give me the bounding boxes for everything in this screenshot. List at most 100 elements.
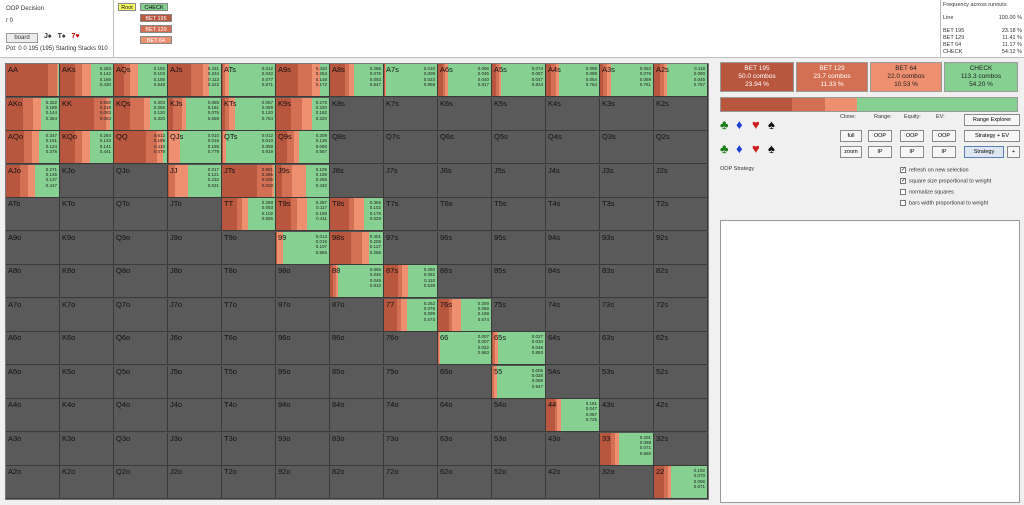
hand-cell-JTo[interactable]: JTo [168, 198, 222, 231]
hand-cell-83o[interactable]: 83o [330, 432, 384, 466]
hand-cell-J4s[interactable]: J4s [546, 164, 600, 198]
hand-cell-T4s[interactable]: T4s [546, 198, 600, 231]
hand-cell-Q3o[interactable]: Q3o [114, 432, 168, 466]
hand-cell-Q8s[interactable]: Q8s [330, 131, 384, 164]
club-icon[interactable]: ♣ [720, 117, 729, 132]
hand-cell-AA[interactable]: AA [6, 64, 60, 97]
hand-cell-QTs[interactable]: 0.012 0.010 0.059 0.919 QTs [222, 131, 276, 164]
hand-cell-Q5o[interactable]: Q5o [114, 365, 168, 399]
hand-cell-K3o[interactable]: K3o [60, 432, 114, 466]
hand-cell-96s[interactable]: 96s [438, 231, 492, 265]
hand-cell-A8o[interactable]: A8o [6, 265, 60, 298]
hand-cell-J7o[interactable]: J7o [168, 298, 222, 332]
hand-cell-Q2s[interactable]: Q2s [654, 131, 708, 164]
hand-cell-52s[interactable]: 52s [654, 365, 708, 399]
hand-cell-KQo[interactable]: 0.284 0.133 0.141 0.441 KQo [60, 131, 114, 164]
hand-cell-J4o[interactable]: J4o [168, 399, 222, 432]
hand-cell-AJs[interactable]: 0.431 0.234 0.113 0.222 AJs [168, 64, 222, 97]
range-ip-button[interactable]: IP [868, 146, 892, 158]
hand-cell-77[interactable]: 0.252 0.076 0.099 0.573 77 [384, 298, 438, 332]
action-summary-bet195[interactable]: BET 195 50.0 combos 23.94 % [720, 62, 794, 92]
refresh-on-selection-checkbox[interactable]: ✓ refresh on new selection [900, 167, 969, 173]
hand-cell-94s[interactable]: 94s [546, 231, 600, 265]
hand-cell-T6o[interactable]: T6o [222, 332, 276, 365]
hand-cell-83s[interactable]: 83s [600, 265, 654, 298]
hand-cell-84s[interactable]: 84s [546, 265, 600, 298]
hand-cell-92s[interactable]: 92s [654, 231, 708, 265]
spade-icon[interactable]: ♠ [768, 141, 775, 156]
hand-cell-K6s[interactable]: K6s [438, 97, 492, 131]
equity-oop-button[interactable]: OOP [900, 130, 924, 142]
hand-cell-A2o[interactable]: A2o [6, 466, 60, 499]
hand-cell-A5o[interactable]: A5o [6, 365, 60, 399]
checkbox-box[interactable]: ✓ [900, 178, 907, 184]
hand-cell-ATo[interactable]: ATo [6, 198, 60, 231]
hand-cell-87o[interactable]: 87o [330, 298, 384, 332]
hand-cell-98s[interactable]: 0.401 0.206 0.127 0.266 98s [330, 231, 384, 265]
heart-icon[interactable]: ♥ [752, 141, 760, 156]
hand-cell-Q6o[interactable]: Q6o [114, 332, 168, 365]
hand-cell-T5o[interactable]: T5o [222, 365, 276, 399]
hand-cell-K7o[interactable]: K7o [60, 298, 114, 332]
hand-cell-J7s[interactable]: J7s [384, 164, 438, 198]
hand-cell-KTo[interactable]: KTo [60, 198, 114, 231]
hand-cell-J9o[interactable]: J9o [168, 231, 222, 265]
tree-bet64-node[interactable]: BET 64 [140, 36, 172, 44]
hand-cell-J5s[interactable]: J5s [492, 164, 546, 198]
hand-cell-A3o[interactable]: A3o [6, 432, 60, 466]
hand-cell-54o[interactable]: 54o [492, 399, 546, 432]
hand-cell-65o[interactable]: 65o [438, 365, 492, 399]
hand-cell-T3o[interactable]: T3o [222, 432, 276, 466]
hand-cell-K9o[interactable]: K9o [60, 231, 114, 265]
hand-cell-Q2o[interactable]: Q2o [114, 466, 168, 499]
hand-cell-96o[interactable]: 96o [276, 332, 330, 365]
spade-icon[interactable]: ♠ [768, 117, 775, 132]
hand-cell-Q8o[interactable]: Q8o [114, 265, 168, 298]
hand-cell-63s[interactable]: 63s [600, 332, 654, 365]
hand-cell-J9s[interactable]: 0.105 0.189 0.268 0.432 J9s [276, 164, 330, 198]
hand-cell-93o[interactable]: 93o [276, 432, 330, 466]
hand-cell-J8o[interactable]: J8o [168, 265, 222, 298]
action-summary-bet129[interactable]: BET 129 23.7 combos 11.33 % [796, 62, 868, 92]
strategy-ev-button[interactable]: Strategy + EV [964, 130, 1020, 142]
hand-cell-54s[interactable]: 54s [546, 365, 600, 399]
hand-cell-Q4s[interactable]: Q4s [546, 131, 600, 164]
hand-cell-53s[interactable]: 53s [600, 365, 654, 399]
hand-cell-87s[interactable]: 0.260 0.082 0.110 0.538 87s [384, 265, 438, 298]
equity-ip-button[interactable]: IP [900, 146, 924, 158]
hand-cell-Q9s[interactable]: 0.209 0.136 0.098 0.567 Q9s [276, 131, 330, 164]
hand-cell-A7s[interactable]: 0.010 0.009 0.023 0.958 A7s [384, 64, 438, 97]
hand-cell-ATs[interactable]: 0.012 0.042 0.077 0.871 ATs [222, 64, 276, 97]
hand-cell-42s[interactable]: 42s [654, 399, 708, 432]
hand-cell-K8s[interactable]: K8s [330, 97, 384, 131]
hand-cell-A6o[interactable]: A6o [6, 332, 60, 365]
hand-cell-32s[interactable]: 32s [654, 432, 708, 466]
hand-cell-74o[interactable]: 74o [384, 399, 438, 432]
hand-cell-33[interactable]: 0.201 0.088 0.071 0.660 33 [600, 432, 654, 466]
hand-cell-95s[interactable]: 95s [492, 231, 546, 265]
hand-cell-AJo[interactable]: 0.271 0.145 0.137 0.447 AJo [6, 164, 60, 198]
hand-cell-KJs[interactable]: 0.085 0.181 0.075 0.659 KJs [168, 97, 222, 131]
hand-cell-42o[interactable]: 42o [546, 466, 600, 499]
hand-cell-Q7o[interactable]: Q7o [114, 298, 168, 332]
hand-cell-T8s[interactable]: 0.356 0.102 0.176 0.628 T8s [330, 198, 384, 231]
tree-bet195-node[interactable]: BET 195 [140, 14, 172, 22]
hand-cell-63o[interactable]: 63o [438, 432, 492, 466]
hand-cell-K8o[interactable]: K8o [60, 265, 114, 298]
hand-cell-T7s[interactable]: T7s [384, 198, 438, 231]
hand-cell-84o[interactable]: 84o [330, 399, 384, 432]
bars-width-checkbox[interactable]: bars width proportional to weight [900, 200, 988, 206]
hand-cell-K2s[interactable]: K2s [654, 97, 708, 131]
hand-cell-TT[interactable]: 0.288 0.093 0.102 0.595 TT [222, 198, 276, 231]
hand-cell-43o[interactable]: 43o [546, 432, 600, 466]
hand-cell-97s[interactable]: 97s [384, 231, 438, 265]
hand-cell-44[interactable]: 0.161 0.047 0.067 0.725 44 [546, 399, 600, 432]
hand-cell-76s[interactable]: 0.200 0.058 0.168 0.574 76s [438, 298, 492, 332]
hand-cell-KJo[interactable]: KJo [60, 164, 114, 198]
hand-cell-J2s[interactable]: J2s [654, 164, 708, 198]
hand-cell-J6s[interactable]: J6s [438, 164, 492, 198]
ev-ip-button[interactable]: IP [932, 146, 956, 158]
hand-cell-72s[interactable]: 72s [654, 298, 708, 332]
hand-cell-32o[interactable]: 32o [600, 466, 654, 499]
normalize-squares-checkbox[interactable]: normalize squares [900, 189, 954, 195]
